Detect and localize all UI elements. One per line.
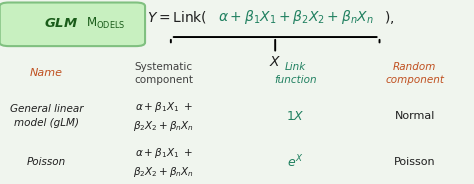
Text: $Y = \mathrm{Link}($: $Y = \mathrm{Link}($ [147,9,208,25]
Text: $\alpha +\beta_1 X_1 +\beta_2 X_2 +\beta_n X_n$: $\alpha +\beta_1 X_1 +\beta_2 X_2 +\beta… [218,8,374,26]
Text: $\alpha + \beta_1 X_1\ +$
$\beta_2 X_2 + \beta_n X_n$: $\alpha + \beta_1 X_1\ +$ $\beta_2 X_2 +… [133,146,194,179]
Text: Link
function: Link function [274,62,317,85]
Text: Name: Name [30,68,63,78]
Text: Poisson: Poisson [27,157,66,167]
Text: $\bfit{GLM}$: $\bfit{GLM}$ [44,17,79,30]
Text: General linear
model (gLM): General linear model (gLM) [10,105,83,128]
Text: $\mathrm{M_{ODELS}}$: $\mathrm{M_{ODELS}}$ [86,16,126,31]
Text: Poisson: Poisson [394,157,436,167]
Text: $),$: $),$ [384,8,395,26]
Text: $\alpha + \beta_1 X_1\ +$
$\beta_2 X_2 + \beta_n X_n$: $\alpha + \beta_1 X_1\ +$ $\beta_2 X_2 +… [133,100,194,132]
Text: Normal: Normal [394,111,435,121]
Text: Systematic
component: Systematic component [134,62,193,85]
Text: $e^X$: $e^X$ [287,154,303,171]
Text: $X$: $X$ [269,55,282,69]
FancyBboxPatch shape [0,3,145,46]
Text: $1X$: $1X$ [286,109,304,123]
Text: Random
component: Random component [385,62,444,85]
